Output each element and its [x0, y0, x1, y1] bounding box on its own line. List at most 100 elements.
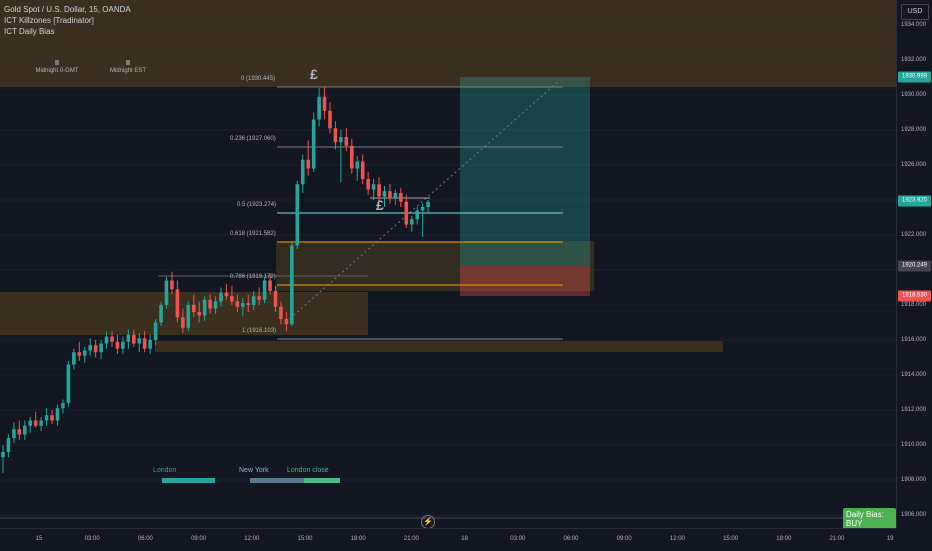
- time-tick-label: 19: [886, 536, 894, 542]
- midnight-est-label: Midnight EST: [109, 68, 147, 74]
- time-tick-label: 21:00: [829, 536, 845, 542]
- time-tick-label: 06:00: [137, 536, 153, 542]
- demand-zone: [0, 292, 368, 335]
- price-tick-label: 1906.000: [901, 512, 927, 518]
- price-tick-label: 1930.000: [901, 92, 927, 98]
- price-tag-stop: 1918.530: [898, 290, 931, 302]
- fib-label-0236: 0.236 (1927.060): [230, 136, 276, 142]
- candle-body: [284, 319, 289, 325]
- price-tick-label: 1918.000: [901, 302, 927, 308]
- candle-body: [377, 184, 381, 197]
- candle-body: [371, 184, 376, 190]
- candle-body: [197, 312, 201, 316]
- time-tick-label: 18: [461, 536, 468, 542]
- candle-body: [121, 341, 125, 349]
- time-tick-label: 18:00: [350, 536, 366, 542]
- candle-body: [251, 296, 256, 305]
- candle-body: [235, 301, 240, 307]
- candle-body: [17, 429, 22, 435]
- time-tick-label: 12:00: [244, 536, 260, 542]
- price-tick-label: 1914.000: [901, 372, 927, 378]
- candle-body: [159, 305, 163, 323]
- candle-body: [55, 408, 60, 421]
- candle-body: [268, 280, 272, 291]
- long-position-stop: [460, 265, 590, 296]
- fib-label-0618: 0.618 (1921.582): [230, 231, 276, 237]
- candle-body: [93, 345, 98, 353]
- symbol-title[interactable]: Gold Spot / U.S. Dollar, 15, OANDA: [4, 5, 131, 14]
- price-tag-current: 1923.920: [898, 195, 931, 207]
- replay-bolt-icon[interactable]: ⚡: [421, 515, 435, 528]
- candle-body: [23, 425, 27, 435]
- candle-body: [88, 345, 92, 351]
- indicator-daily-bias[interactable]: ICT Daily Bias: [4, 27, 55, 36]
- candle-body: [306, 159, 310, 169]
- candle-body: [142, 338, 147, 349]
- candle-body: [241, 303, 245, 307]
- candle-body: [388, 191, 392, 199]
- time-tick-label: 06:00: [563, 536, 579, 542]
- candle-body: [350, 145, 354, 169]
- candle-body: [175, 289, 180, 318]
- candle-body: [104, 336, 109, 344]
- candle-body: [181, 317, 185, 328]
- candle-body: [170, 280, 174, 290]
- session-label-london-close: London close: [287, 467, 329, 474]
- time-axis[interactable]: 15 03:00 06:00 09:00 12:00 15:00 18:00 21:00 18 0…: [0, 528, 896, 551]
- candle-body: [246, 303, 251, 305]
- candle-body: [399, 193, 403, 202]
- candle-body: [382, 191, 387, 197]
- candle-body: [328, 110, 332, 129]
- time-tick-label: 15: [35, 536, 43, 542]
- candle-body: [360, 161, 365, 179]
- candle-body: [208, 299, 212, 309]
- candle-body: [290, 245, 294, 325]
- candle-body: [355, 161, 360, 169]
- candle-body: [50, 415, 54, 421]
- price-tick-label: 1922.000: [901, 232, 927, 238]
- candle-body: [393, 193, 398, 199]
- time-tick-label: 15:00: [297, 536, 313, 542]
- midnight-est-marker-icon: [126, 60, 130, 65]
- pound-icon: £: [376, 197, 384, 213]
- price-tick-label: 1926.000: [901, 162, 927, 168]
- price-tick-label: 1912.000: [901, 407, 927, 413]
- price-tick-label: 1934.000: [901, 22, 927, 28]
- candle-body: [404, 201, 409, 225]
- price-tick-label: 1916.000: [901, 337, 927, 343]
- candle-body: [1, 452, 5, 458]
- candle-body: [257, 296, 261, 300]
- newyork-session-bar: [250, 478, 304, 483]
- candle-body: [99, 343, 103, 353]
- candle-body: [6, 438, 11, 452]
- daily-bias-badge: Daily Bias: BUY: [843, 508, 896, 528]
- candle-body: [186, 305, 191, 328]
- candle-body: [273, 291, 278, 307]
- midnight-gmt-label: Midnight 0-GMT: [35, 68, 79, 74]
- chart-legend: Gold Spot / U.S. Dollar, 15, OANDA ICT K…: [4, 4, 131, 37]
- candle-body: [213, 301, 218, 309]
- candle-body: [415, 210, 419, 220]
- time-tick-label: 03:00: [510, 536, 526, 542]
- candle-body: [366, 179, 370, 190]
- price-axis[interactable]: USD 1934.000 1932.000 1930.000 1928.000 1926…: [896, 0, 932, 528]
- session-label-newyork: New York: [239, 467, 269, 474]
- candle-body: [44, 415, 49, 421]
- long-position-target: [460, 77, 590, 265]
- top-supply-zone: [0, 0, 896, 87]
- time-tick-label: 09:00: [616, 536, 632, 542]
- price-tag-target: 1930.999: [898, 71, 931, 83]
- currency-button[interactable]: USD: [901, 4, 929, 20]
- candlestick-plot[interactable]: [0, 0, 896, 528]
- candle-body: [409, 219, 414, 225]
- low-zone-strip: [155, 341, 723, 352]
- candle-body: [82, 350, 87, 356]
- chart-pane[interactable]: Gold Spot / U.S. Dollar, 15, OANDA ICT K…: [0, 0, 896, 528]
- indicator-killzones[interactable]: ICT Killzones [Tradinator]: [4, 16, 94, 25]
- price-tick-label: 1910.000: [901, 442, 927, 448]
- candle-body: [72, 352, 76, 365]
- time-tick-label: 12:00: [669, 536, 685, 542]
- candle-body: [115, 341, 120, 349]
- candle-body: [28, 420, 33, 426]
- candle-body: [164, 280, 169, 305]
